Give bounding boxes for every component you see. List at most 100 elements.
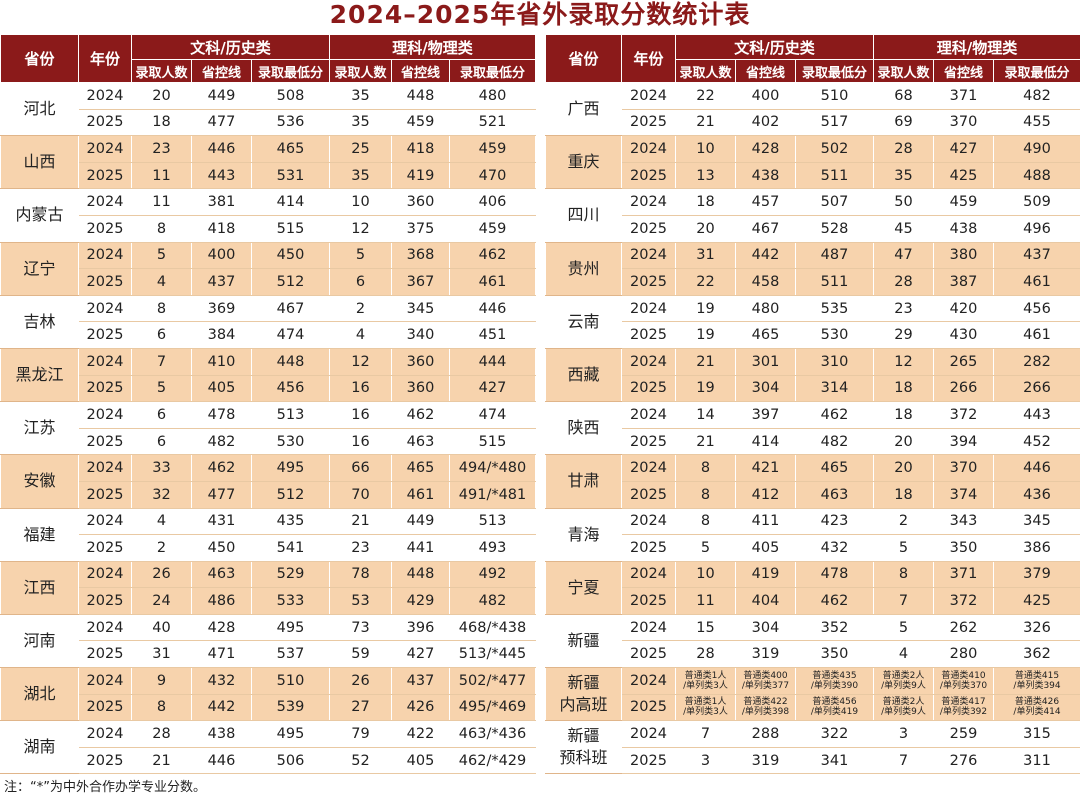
province-cell: 青海 [545, 508, 622, 562]
value-cell: 450 [250, 242, 331, 270]
value-cell: 531 [250, 162, 331, 190]
province-cell: 河北 [0, 82, 79, 137]
value-cell: 59 [329, 640, 393, 669]
value-cell: 8 [131, 295, 192, 323]
year-cell: 2025 [621, 694, 676, 722]
value-cell: 510 [794, 82, 875, 110]
value-cell: 381 [191, 188, 252, 216]
value-cell: 449 [191, 82, 252, 110]
value-cell: 3 [675, 747, 736, 775]
value-cell: 426 [391, 694, 451, 722]
value-cell: 428 [191, 614, 252, 642]
value-cell: 315 [993, 720, 1080, 748]
value-cell: 15 [675, 614, 736, 642]
value-cell: 513/*445 [449, 640, 537, 669]
value-cell: 446 [993, 454, 1080, 482]
value-cell: 418 [191, 215, 252, 243]
province-cell: 西藏 [545, 348, 622, 403]
province-cell: 内蒙古 [0, 188, 79, 243]
value-cell: 465 [794, 454, 875, 482]
value-cell: 459 [449, 215, 537, 243]
value-cell: 19 [675, 375, 736, 403]
value-cell: 410 [191, 348, 252, 376]
value-cell: 18 [873, 375, 935, 403]
table-row: 辽宁 2024 5 400 450 5 368 462 [0, 242, 537, 296]
value-cell: 452 [993, 428, 1080, 456]
value-cell: 414 [250, 188, 331, 216]
value-cell: 405 [191, 375, 252, 403]
province-cell: 甘肃 [545, 454, 622, 509]
value-cell: 422 [391, 720, 451, 748]
value-cell: 21 [329, 508, 393, 536]
value-cell: 508 [250, 82, 331, 110]
province-cell: 吉林 [0, 295, 79, 349]
table-row: 2025 21 414 482 20 394 452 [546, 428, 1080, 456]
table-row: 西藏 2024 21 301 310 12 265 282 [545, 348, 1080, 403]
value-cell: 19 [675, 295, 736, 323]
value-cell: 441 [391, 534, 451, 562]
value-cell: 443 [191, 162, 252, 190]
province-cell: 黑龙江 [0, 348, 79, 403]
value-cell: 8 [131, 215, 192, 243]
year-cell: 2025 [78, 109, 132, 137]
value-cell: 411 [735, 508, 796, 536]
value-cell: 8 [675, 481, 736, 509]
table-row: 2025 6 384 474 4 340 451 [1, 321, 537, 349]
value-cell: 449 [391, 508, 451, 536]
table-row: 贵州 2024 31 442 487 47 380 437 [545, 242, 1080, 296]
province-cell: 新疆 内高班 [545, 667, 622, 722]
value-cell: 14 [675, 401, 736, 429]
header-min-score: 录取最低分 [250, 59, 331, 83]
table-row: 云南 2024 19 480 535 23 420 456 [545, 295, 1080, 349]
year-cell: 2025 [78, 747, 132, 775]
value-cell: 528 [794, 215, 875, 243]
admission-table-right: 省份 年份 文科/历史类 理科/物理类 录取人数 省控线 录取最低分 录取人数 … [545, 34, 1080, 775]
value-cell: 23 [131, 135, 192, 163]
value-cell: 370 [933, 454, 995, 482]
value-cell: 33 [131, 454, 192, 482]
year-cell: 2025 [621, 375, 676, 403]
value-cell: 511 [794, 268, 875, 296]
value-cell: 79 [329, 720, 393, 748]
table-row: 新疆 2024 15 304 352 5 262 326 [545, 614, 1080, 669]
value-cell: 21 [131, 747, 192, 775]
value-cell: 492 [449, 561, 537, 589]
value-cell: 35 [329, 162, 393, 190]
value-cell: 52 [329, 747, 393, 775]
value-cell: 319 [735, 640, 796, 669]
value-cell: 276 [933, 747, 995, 775]
value-cell: 443 [993, 401, 1080, 429]
value-cell: 262 [933, 614, 995, 642]
value-cell: 462 [794, 587, 875, 615]
value-cell: 491/*481 [449, 481, 537, 509]
value-cell: 402 [735, 109, 796, 137]
year-cell: 2025 [78, 268, 132, 296]
value-cell: 9 [131, 667, 192, 695]
value-cell: 438 [735, 162, 796, 190]
value-cell: 442 [191, 694, 252, 722]
year-cell: 2025 [78, 640, 132, 669]
value-cell: 387 [933, 268, 995, 296]
table-row: 山西 2024 23 446 465 25 418 459 [0, 135, 537, 190]
header-year: 年份 [621, 34, 676, 83]
value-cell: 486 [191, 587, 252, 615]
value-cell: 451 [449, 321, 537, 349]
value-cell: 16 [329, 428, 393, 456]
value-cell: 20 [873, 428, 935, 456]
value-cell: 10 [675, 135, 736, 163]
value-cell: 456 [250, 375, 331, 403]
value-cell: 69 [873, 109, 935, 137]
value-cell: 496 [993, 215, 1080, 243]
year-cell: 2024 [78, 188, 132, 216]
year-cell: 2025 [621, 268, 676, 296]
province-cell: 河南 [0, 614, 79, 669]
value-cell: 512 [250, 268, 331, 296]
value-cell: 5 [131, 375, 192, 403]
value-cell: 405 [391, 747, 451, 775]
value-cell: 265 [933, 348, 995, 376]
table-row: 2025 19 465 530 29 430 461 [546, 321, 1080, 349]
table-row: 2025 5 405 456 16 360 427 [1, 375, 537, 403]
value-cell: 23 [329, 534, 393, 562]
value-cell: 461 [993, 268, 1080, 296]
value-cell: 341 [794, 747, 875, 775]
